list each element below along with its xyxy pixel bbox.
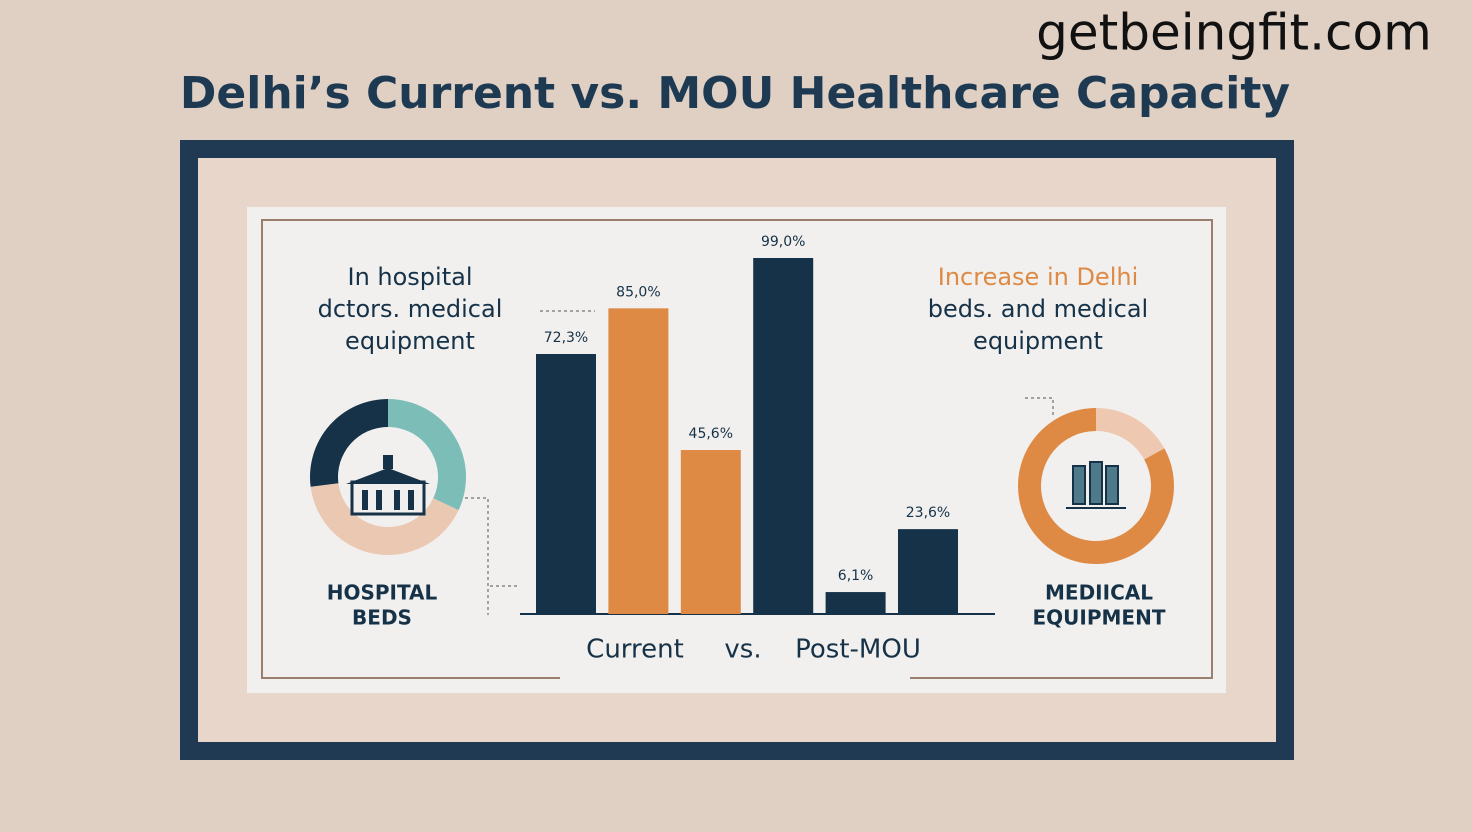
value-label: 45,6% bbox=[689, 426, 733, 442]
pie-title: MEDIICAL bbox=[1045, 581, 1153, 605]
bar bbox=[536, 354, 596, 614]
bar bbox=[898, 529, 958, 614]
bar bbox=[753, 258, 814, 614]
donut-segment bbox=[1017, 408, 1174, 564]
pie-title: HOSPITAL bbox=[327, 581, 438, 605]
note-text: equipment bbox=[345, 327, 475, 355]
note-text: Increase in Delhi bbox=[938, 263, 1139, 291]
value-label: 85,0% bbox=[616, 284, 660, 300]
connectors bbox=[465, 310, 1054, 615]
pie-title: EQUIPMENT bbox=[1033, 606, 1166, 630]
bar bbox=[608, 308, 669, 614]
title: Delhi’s Current vs. MOU Healthcare Capac… bbox=[180, 68, 1290, 119]
x-label: Current bbox=[586, 635, 684, 665]
value-label: 99,0% bbox=[761, 234, 805, 250]
donut-segment bbox=[388, 399, 467, 511]
note-text: equipment bbox=[973, 327, 1103, 355]
equipment-icon bbox=[1066, 461, 1126, 509]
x-label: vs. bbox=[724, 635, 761, 665]
x-label: Post-MOU bbox=[795, 635, 921, 665]
bar bbox=[680, 450, 741, 614]
border-gap bbox=[560, 665, 910, 685]
value-label: 23,6% bbox=[906, 505, 950, 521]
note-text: dctors. medical bbox=[318, 295, 503, 323]
note-text: beds. and medical bbox=[928, 295, 1148, 323]
value-label: 72,3% bbox=[544, 330, 588, 346]
watermark: getbeingfit.com bbox=[1036, 4, 1432, 62]
bar bbox=[825, 592, 886, 614]
donut-segment bbox=[1096, 408, 1165, 460]
note-text: In hospital bbox=[347, 263, 472, 291]
pie-title: BEDS bbox=[352, 606, 412, 630]
building-icon bbox=[346, 455, 430, 516]
donut-segment bbox=[310, 483, 459, 555]
donut-segment bbox=[310, 399, 388, 487]
value-label: 6,1% bbox=[838, 568, 874, 584]
